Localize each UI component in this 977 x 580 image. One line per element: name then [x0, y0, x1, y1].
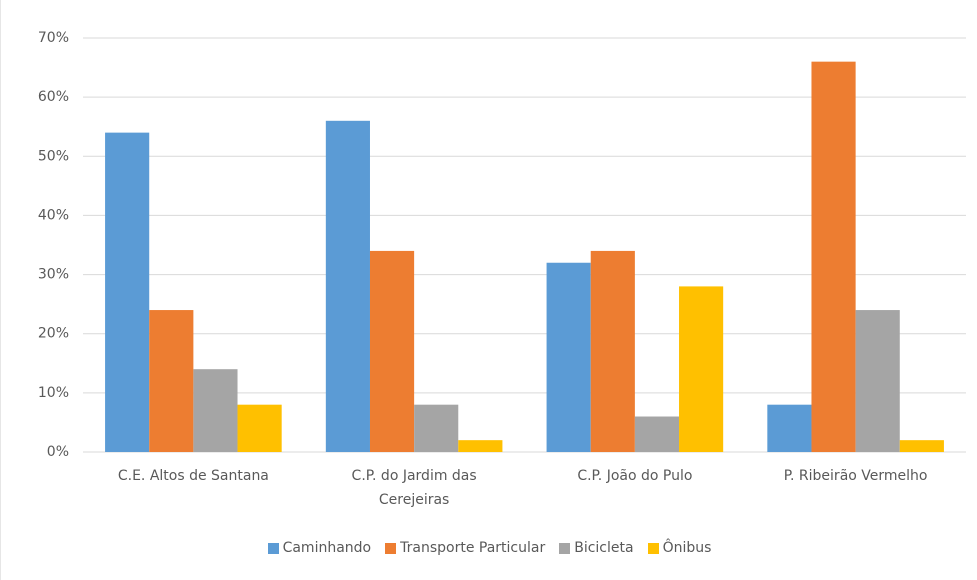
- bar: [634, 416, 680, 452]
- legend-swatch: [647, 542, 659, 554]
- x-tick-label: C.P. João do Pulo: [577, 468, 693, 484]
- y-tick-label: 10%: [38, 385, 69, 401]
- x-tick-label: C.E. Altos de Santana: [117, 468, 269, 484]
- bar: [899, 440, 944, 452]
- bar: [546, 262, 591, 452]
- legend-label: Caminhando: [282, 540, 372, 556]
- y-tick-label: 60%: [38, 89, 69, 105]
- legend-label: Transporte Particular: [400, 540, 546, 556]
- bar: [369, 250, 415, 452]
- legend-swatch: [385, 542, 397, 554]
- legend-item: Ônibus: [647, 540, 712, 556]
- y-tick-label: 20%: [38, 326, 69, 342]
- bar: [811, 61, 856, 453]
- bar: [590, 250, 635, 452]
- x-tick-label: P. Ribeirão Vermelho: [783, 468, 928, 484]
- bar: [193, 369, 238, 452]
- bar: [458, 440, 503, 452]
- legend-label: Bicicleta: [574, 540, 634, 556]
- bar: [855, 310, 900, 452]
- legend-label: Ônibus: [662, 540, 712, 556]
- bar: [325, 120, 370, 453]
- x-tick-label: C.P. do Jardim das Cerejeiras: [351, 468, 477, 508]
- bar: [767, 404, 812, 452]
- legend-swatch: [267, 542, 279, 554]
- y-tick-label: 50%: [38, 148, 69, 164]
- bar: [237, 404, 282, 452]
- legend-swatch: [559, 542, 571, 554]
- bar: [679, 286, 724, 452]
- y-tick-label: 70%: [38, 30, 69, 46]
- bar: [414, 404, 459, 452]
- legend-item: Caminhando: [267, 540, 372, 556]
- legend-item: Bicicleta: [559, 540, 634, 556]
- y-tick-label: 30%: [38, 267, 69, 283]
- bar: [149, 310, 194, 452]
- y-tick-label: 40%: [38, 207, 69, 223]
- legend-item: Transporte Particular: [385, 540, 545, 556]
- y-tick-label: 0%: [47, 444, 69, 460]
- legend: Caminhando Transporte Particular Bicicleta…: [1, 540, 977, 556]
- bar: [105, 132, 150, 452]
